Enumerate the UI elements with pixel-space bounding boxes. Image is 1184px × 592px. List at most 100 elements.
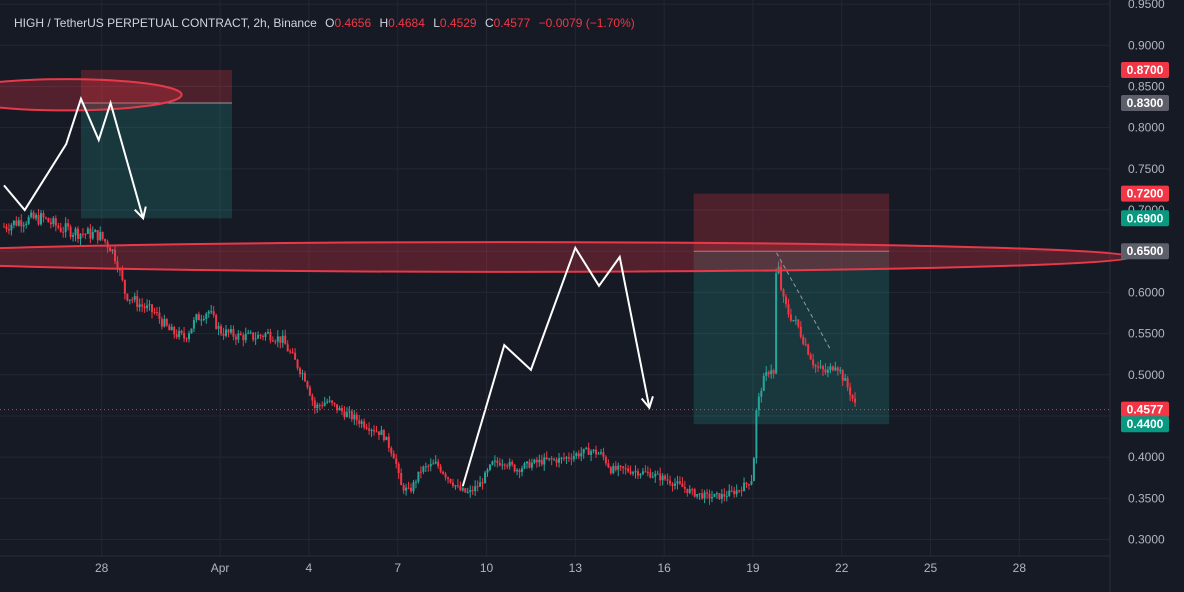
candle-body (447, 477, 450, 479)
position-target-zone[interactable] (80, 102, 232, 219)
candle-body (188, 333, 191, 340)
candle-body (442, 471, 445, 474)
candle-body (639, 474, 642, 476)
trendline-dashed[interactable] (776, 252, 831, 349)
candle-body (35, 215, 38, 219)
candle-body (353, 414, 356, 420)
projection-path-2[interactable] (461, 245, 651, 487)
candle-body (183, 332, 186, 339)
candle-body (338, 407, 341, 411)
candle-body (619, 465, 622, 467)
candle-body (831, 366, 834, 371)
candle-body (676, 481, 679, 484)
candle-body (269, 332, 272, 341)
candle-body (22, 224, 25, 227)
candle-body (220, 326, 223, 334)
candle-body (755, 410, 758, 459)
price-tick-label: 0.5500 (1128, 327, 1165, 341)
candle-body (94, 230, 97, 233)
candle-body (572, 455, 575, 460)
candle-body (212, 311, 215, 315)
candle-body (728, 490, 731, 497)
candle-body (114, 249, 117, 262)
candle-body (99, 231, 102, 241)
time-tick-label: 4 (306, 561, 313, 575)
candle-body (718, 493, 721, 499)
candle-body (390, 447, 393, 454)
time-tick-label: 16 (657, 561, 671, 575)
candle-body (395, 458, 398, 464)
candle-body (254, 338, 257, 340)
candle-body (587, 447, 590, 455)
candle-body (350, 411, 353, 420)
candle-body (671, 483, 674, 486)
candle-body (708, 493, 711, 499)
candle-body (503, 464, 506, 466)
candle-body (368, 428, 371, 431)
candle-body (516, 469, 519, 472)
candle-body (331, 400, 334, 403)
candle-body (232, 329, 235, 337)
candle-body (303, 373, 306, 382)
symbol-title: HIGH / TetherUS PERPETUAL CONTRACT, 2h, … (14, 16, 317, 30)
candle-body (562, 457, 565, 459)
price-badge (1121, 210, 1169, 227)
candle-body (570, 458, 573, 460)
candle-body (405, 487, 408, 491)
candle-body (296, 359, 299, 369)
candle-body (86, 228, 89, 234)
candle-body (765, 372, 768, 376)
candle-body (345, 412, 348, 418)
candle-body (427, 466, 430, 468)
candle-body (486, 469, 489, 473)
candle-body (126, 293, 129, 301)
candle-body (412, 482, 415, 492)
price-badge-label: 0.4400 (1127, 417, 1164, 431)
candle-body (807, 344, 810, 355)
candle-body (609, 467, 612, 474)
candle-body (582, 448, 585, 454)
candle-body (385, 436, 388, 441)
candle-body (266, 332, 269, 334)
candle-body (851, 394, 854, 399)
resistance-ellipse[interactable] (0, 78, 183, 112)
candle-body (622, 466, 625, 469)
price-badge (1121, 401, 1169, 418)
candle-body (358, 420, 361, 424)
candle-body (64, 223, 67, 232)
projection-path-1[interactable] (3, 96, 145, 219)
candle-body (20, 220, 23, 227)
candle-body (104, 238, 107, 242)
candle-body (348, 411, 351, 413)
candle-body (234, 336, 237, 340)
position-target-zone[interactable] (693, 251, 890, 425)
candle-body (580, 453, 583, 457)
candle-body (225, 329, 228, 336)
candle-body (197, 314, 200, 321)
candle-body (449, 478, 452, 483)
candle-body (750, 481, 753, 485)
candle-body (170, 326, 173, 331)
candle-body (454, 485, 457, 487)
candle-body (444, 473, 447, 478)
price-tick-label: 0.6000 (1128, 285, 1165, 299)
candle-body (762, 375, 765, 391)
price-badge-label: 0.7200 (1127, 187, 1164, 201)
candle-body (545, 457, 548, 460)
position-stop-zone[interactable] (80, 70, 232, 103)
candle-body (340, 407, 343, 412)
candle-body (641, 471, 644, 475)
candle-body (30, 212, 33, 218)
time-tick-label: 7 (394, 561, 401, 575)
candle-body (688, 489, 691, 493)
price-badge (1121, 243, 1169, 260)
position-stop-zone[interactable] (693, 193, 890, 252)
candle-body (173, 326, 176, 335)
price-tick-label: 0.9500 (1128, 0, 1165, 11)
candle-body (252, 332, 255, 340)
candle-body (747, 484, 750, 486)
candle-body (143, 306, 146, 309)
resistance-ellipse[interactable] (0, 241, 1133, 273)
